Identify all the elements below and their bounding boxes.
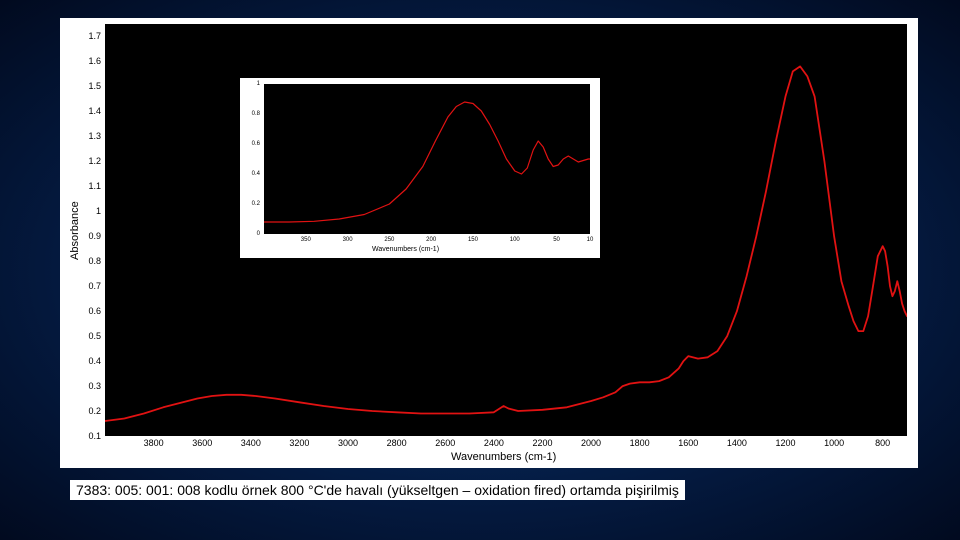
x-tick-label: 1200 [765,439,805,448]
x-tick-label: 150 [453,237,493,243]
y-tick-label: 0.8 [71,257,101,266]
x-tick-label: 3200 [279,439,319,448]
y-tick-label: 1.7 [71,32,101,41]
x-tick-label: 10 [570,237,610,243]
y-tick-label: 0.2 [71,407,101,416]
x-tick-label: 1400 [717,439,757,448]
x-tick-label: 2200 [522,439,562,448]
y-tick-label: 1.2 [71,157,101,166]
y-tick-label: 0.6 [71,307,101,316]
x-tick-label: 1800 [620,439,660,448]
y-tick-label: 0.6 [230,141,260,147]
x-tick-label: 300 [328,237,368,243]
inset-spectrum-chart: Absorbance Wavenumbers (cm-1) 00.20.40.6… [240,78,600,258]
y-tick-label: 0.4 [230,171,260,177]
y-tick-label: 1 [71,207,101,216]
y-tick-label: 1.5 [71,82,101,91]
x-tick-label: 1000 [814,439,854,448]
x-tick-label: 3400 [231,439,271,448]
y-tick-label: 1.1 [71,182,101,191]
x-tick-label: 200 [411,237,451,243]
y-tick-label: 0.4 [71,357,101,366]
x-tick-label: 1600 [668,439,708,448]
y-tick-label: 1.6 [71,57,101,66]
x-tick-label: 3800 [134,439,174,448]
main-x-axis-title: Wavenumbers (cm-1) [451,451,556,463]
x-tick-label: 2400 [474,439,514,448]
y-tick-label: 0.5 [71,332,101,341]
x-tick-label: 3000 [328,439,368,448]
x-tick-label: 800 [863,439,903,448]
x-tick-label: 2800 [377,439,417,448]
x-tick-label: 350 [286,237,326,243]
y-tick-label: 0.3 [71,382,101,391]
y-tick-label: 1.4 [71,107,101,116]
y-tick-label: 0 [230,231,260,237]
y-tick-label: 0.1 [71,432,101,441]
x-tick-label: 100 [495,237,535,243]
inset-x-axis-title: Wavenumbers (cm-1) [372,246,439,253]
x-tick-label: 2600 [425,439,465,448]
y-tick-label: 0.9 [71,232,101,241]
y-tick-label: 0.7 [71,282,101,291]
inset-plot-area [264,84,590,234]
y-tick-label: 0.2 [230,201,260,207]
x-tick-label: 3600 [182,439,222,448]
spectrum-line [264,102,590,222]
y-tick-label: 1 [230,81,260,87]
x-tick-label: 250 [369,237,409,243]
slide-root: Absorbance Wavenumbers (cm-1) 0.10.20.30… [0,0,960,540]
y-tick-label: 1.3 [71,132,101,141]
inset-spectrum-svg [264,84,590,234]
slide-caption: 7383: 005: 001: 008 kodlu örnek 800 °C'd… [70,480,685,500]
y-tick-label: 0.8 [230,111,260,117]
x-tick-label: 2000 [571,439,611,448]
